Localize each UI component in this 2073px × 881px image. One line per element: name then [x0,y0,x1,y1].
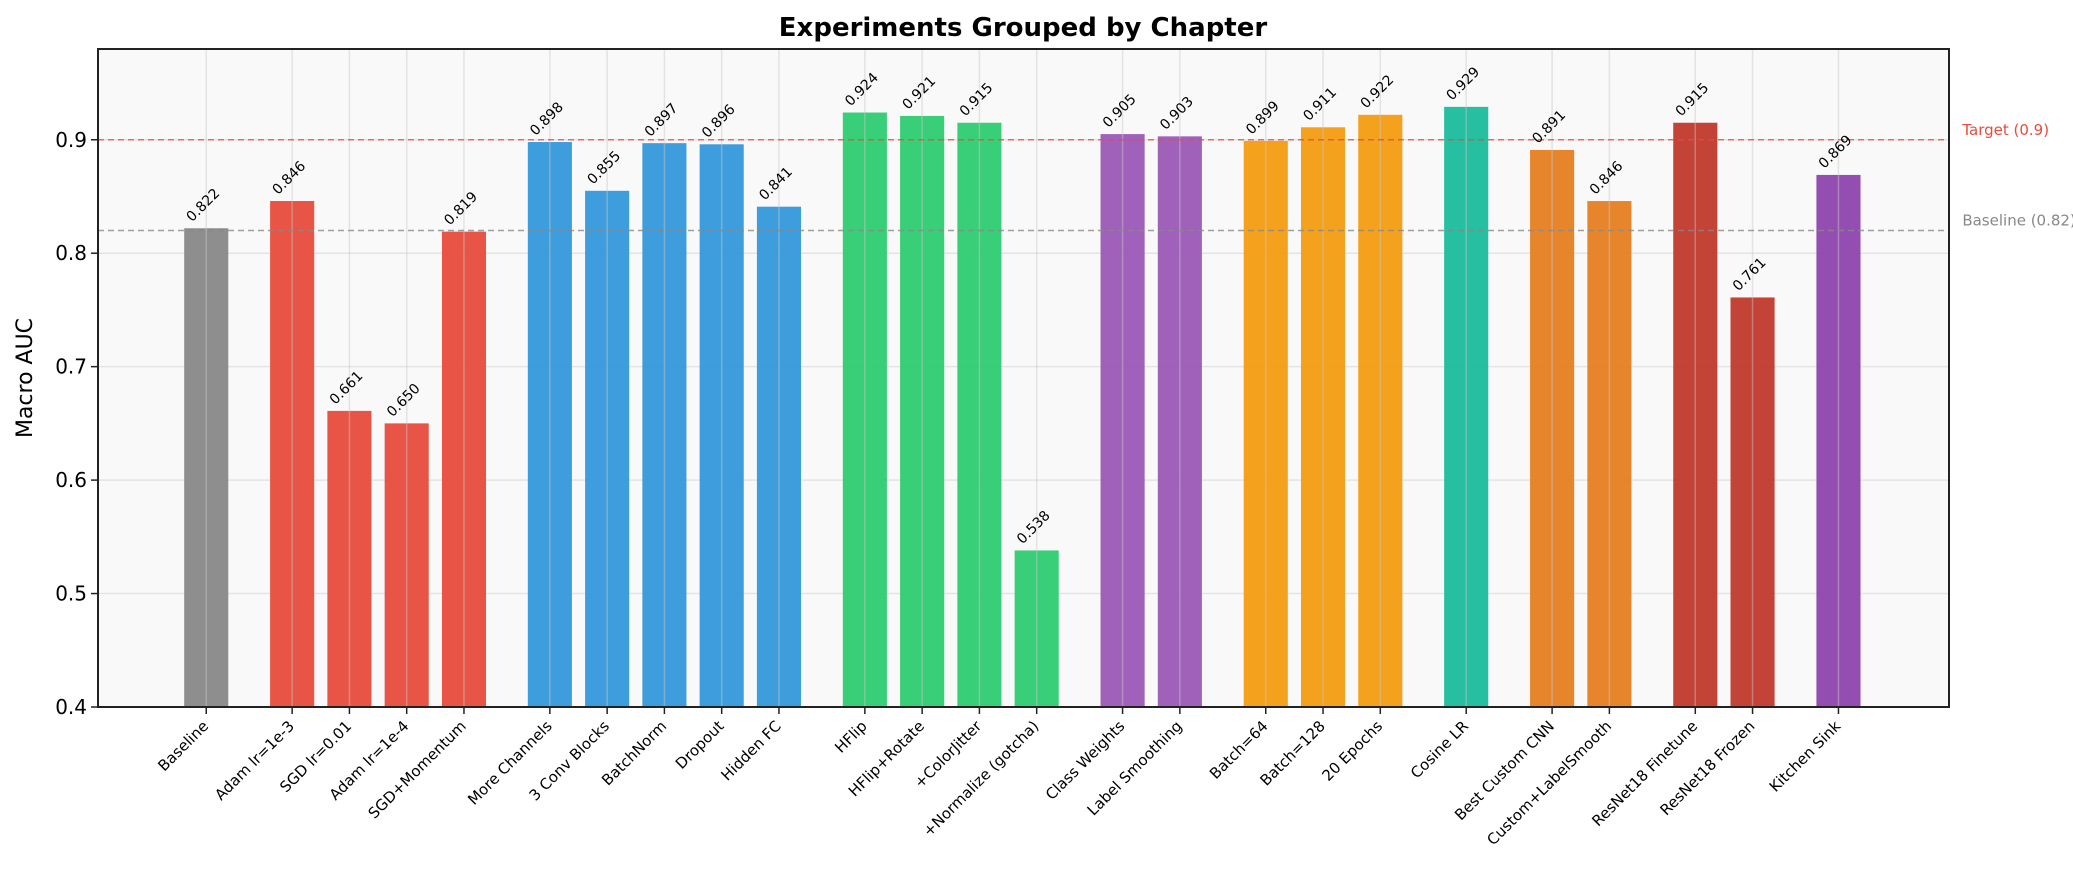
chart-title: Experiments Grouped by Chapter [779,13,1268,43]
bar [842,112,887,708]
x-tick-label: Dropout [672,717,728,773]
bar [756,206,802,707]
bar [1300,127,1346,708]
bar [585,190,630,707]
x-tick-label: HFlip [831,717,870,756]
bar [527,142,572,707]
y-tick-label: 0.5 [55,582,87,606]
reference-lines: Target (0.9) Baseline (0.82) [98,121,2073,232]
bar [699,144,744,707]
bar [327,410,372,707]
bar [1100,134,1145,708]
bar [1358,114,1403,708]
bar [1587,201,1632,707]
bar [1816,174,1861,707]
x-tick-label: Cosine LR [1407,717,1472,782]
bar [1673,122,1718,707]
bar [184,228,229,707]
bar [900,115,945,707]
x-tick-label: Label Smoothing [1084,717,1186,819]
bar [384,423,429,707]
bar [441,231,487,707]
vertical-grid [205,49,1840,707]
y-tick-label: 0.6 [55,468,87,492]
bar [1730,297,1775,707]
x-tick-label: Hidden FC [718,717,785,784]
bar [1530,149,1575,707]
bar [957,122,1002,707]
reference-line-label: Baseline (0.82) [1962,212,2073,230]
y-axis-ticks: 0.4 0.5 0.6 0.7 0.8 0.9 [55,128,98,719]
bar [642,143,687,708]
x-tick-label: SGD+Momentum [365,717,470,822]
y-tick-label: 0.7 [55,355,87,379]
plot-frame [97,48,1950,708]
y-tick-label: 0.9 [55,128,87,152]
bar [1014,550,1059,707]
x-tick-label: Baseline [154,717,212,775]
y-tick-label: 0.4 [55,695,87,719]
x-tick-label: Kitchen Sink [1766,717,1845,796]
y-tick-label: 0.8 [55,241,87,265]
x-tick-label: +Normalize (gotcha) [919,717,1042,840]
x-tick-label: 20 Epochs [1319,717,1387,785]
bar [1157,136,1202,708]
reference-line-label: Target (0.9) [1961,121,2049,139]
bar [1243,140,1288,708]
bar [270,201,315,707]
y-axis-label: Macro AUC [13,318,38,438]
bar [1444,106,1489,707]
bars [184,106,1861,708]
